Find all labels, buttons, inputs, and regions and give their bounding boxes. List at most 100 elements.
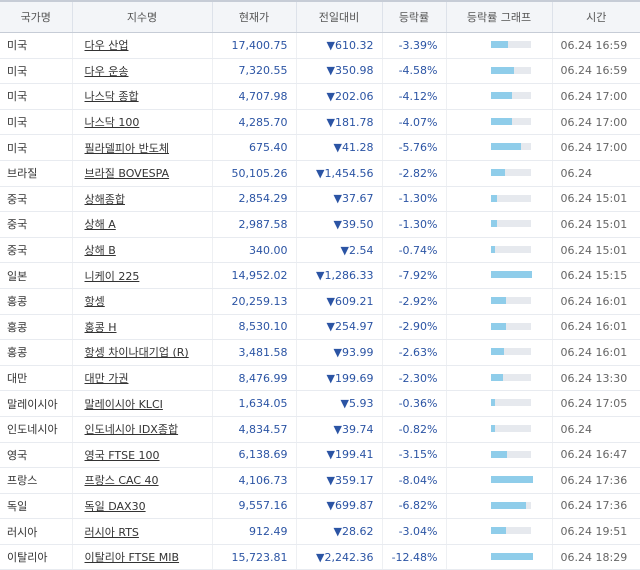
header-rate: 등락률	[382, 0, 447, 33]
time-cell: 06.24 17:00	[552, 83, 640, 110]
index-name-cell: 상해 A	[72, 211, 213, 238]
change-cell: ▼1,286.33	[296, 262, 383, 289]
table-header-row: 국가명 지수명 현재가 전일대비 등락률 등락률 그래프 시간	[0, 0, 640, 33]
price-cell: 15,723.81	[212, 544, 297, 570]
change-value: 254.97	[335, 320, 374, 334]
rate-bar	[475, 220, 531, 228]
rate-bar-fill	[490, 373, 503, 381]
price-cell: 6,138.69	[212, 441, 297, 469]
rate-bar	[475, 41, 531, 48]
index-name-link[interactable]: 나스닥 100	[84, 116, 140, 130]
down-arrow-icon: ▼	[340, 243, 349, 257]
index-name-link[interactable]: 러시아 RTS	[84, 525, 139, 539]
table-row: 미국 다우 산업 17,400.75 ▼610.32 -3.39% 06.24 16:59	[0, 32, 640, 59]
table-row: 영국 영국 FTSE 100 6,138.69 ▼199.41 -3.15% 06.24 …	[0, 441, 640, 469]
change-value: 199.41	[335, 448, 374, 462]
rate-bar-fill	[490, 143, 521, 151]
country-cell: 대만	[0, 365, 73, 392]
index-name-cell: 홍콩 H	[72, 314, 213, 341]
price-cell: 675.40	[212, 134, 297, 161]
rate-graph-cell	[446, 518, 553, 545]
time-cell: 06.24 19:51	[552, 518, 640, 545]
down-arrow-icon: ▼	[326, 499, 335, 513]
index-name-link[interactable]: 다우 운송	[84, 64, 129, 78]
change-value: 5.93	[349, 397, 374, 411]
price-cell: 912.49	[212, 518, 297, 545]
index-name-link[interactable]: 영국 FTSE 100	[84, 448, 160, 462]
header-time: 시간	[552, 0, 640, 33]
index-name-link[interactable]: 인도네시아 IDX종합	[84, 423, 179, 437]
header-country: 국가명	[0, 0, 73, 33]
time-cell: 06.24 15:01	[552, 185, 640, 213]
index-name-link[interactable]: 항셍 차이나대기업 (R)	[84, 346, 189, 360]
change-value: 609.21	[335, 294, 374, 308]
rate-bar-fill	[490, 450, 507, 458]
rate-cell: -7.92%	[382, 262, 447, 289]
header-price: 현재가	[212, 0, 297, 33]
down-arrow-icon: ▼	[333, 192, 342, 206]
index-name-link[interactable]: 대만 가권	[84, 372, 129, 386]
down-arrow-icon: ▼	[326, 448, 335, 462]
change-value: 699.87	[335, 499, 374, 513]
rate-bar	[475, 168, 531, 176]
change-value: 39.50	[342, 217, 374, 231]
index-name-link[interactable]: 말레이시아 KLCI	[84, 397, 163, 411]
index-name-link[interactable]: 상해 B	[84, 244, 116, 258]
table-row: 브라질 브라질 BOVESPA 50,105.26 ▼1,454.56 -2.82% 06…	[0, 160, 640, 187]
rate-bar	[475, 424, 531, 432]
rate-cell: -2.82%	[382, 160, 447, 187]
rate-bar	[475, 399, 531, 407]
header-rate-graph: 등락률 그래프	[446, 0, 553, 33]
table-row: 러시아 러시아 RTS 912.49 ▼28.62 -3.04% 06.24 19:51	[0, 518, 640, 545]
rate-graph-cell	[446, 58, 553, 85]
index-name-link[interactable]: 다우 산업	[84, 39, 129, 53]
change-value: 199.69	[335, 371, 374, 385]
index-name-link[interactable]: 니케이 225	[84, 269, 140, 283]
rate-bar	[475, 296, 531, 304]
rate-bar-fill	[490, 41, 509, 48]
index-name-cell: 상해종합	[72, 185, 213, 213]
index-name-link[interactable]: 상해종합	[84, 192, 125, 206]
rate-bar-fill	[490, 220, 498, 228]
down-arrow-icon: ▼	[333, 422, 342, 436]
index-name-cell: 상해 B	[72, 237, 213, 264]
index-name-link[interactable]: 브라질 BOVESPA	[84, 167, 170, 181]
table-row: 프랑스 프랑스 CAC 40 4,106.73 ▼359.17 -8.04% 06.24 …	[0, 467, 640, 494]
rate-bar	[475, 476, 533, 484]
table-row: 독일 독일 DAX30 9,557.16 ▼699.87 -6.82% 06.24 17:…	[0, 493, 640, 520]
rate-bar	[475, 66, 531, 74]
rate-bar-track	[490, 450, 531, 458]
rate-bar	[475, 501, 531, 509]
rate-graph-cell	[446, 365, 553, 392]
price-cell: 2,854.29	[212, 185, 297, 213]
time-cell: 06.24 16:01	[552, 339, 640, 366]
rate-graph-cell	[446, 467, 553, 494]
index-name-link[interactable]: 홍콩 H	[84, 320, 117, 334]
index-name-link[interactable]: 상해 A	[84, 218, 116, 232]
index-name-link[interactable]: 항셍	[84, 295, 105, 309]
price-cell: 3,481.58	[212, 339, 297, 366]
rate-bar	[475, 143, 531, 151]
rate-bar-fill	[490, 66, 515, 74]
price-cell: 9,557.16	[212, 493, 297, 520]
time-cell: 06.24 16:47	[552, 441, 640, 469]
index-name-cell: 필라델피아 반도체	[72, 134, 213, 161]
table-row: 홍콩 항셍 20,259.13 ▼609.21 -2.92% 06.24 16:01	[0, 288, 640, 315]
rate-bar-fill	[490, 552, 533, 560]
change-cell: ▼28.62	[296, 518, 383, 545]
change-value: 350.98	[335, 64, 374, 78]
change-value: 610.32	[335, 38, 374, 52]
index-name-link[interactable]: 독일 DAX30	[84, 499, 146, 513]
index-name-link[interactable]: 프랑스 CAC 40	[84, 474, 159, 488]
index-name-link[interactable]: 필라델피아 반도체	[84, 141, 169, 155]
down-arrow-icon: ▼	[316, 550, 325, 564]
rate-cell: -6.82%	[382, 493, 447, 520]
down-arrow-icon: ▼	[326, 115, 335, 129]
change-value: 1,454.56	[324, 166, 374, 180]
index-name-link[interactable]: 이탈리아 FTSE MIB	[84, 551, 180, 565]
rate-graph-cell	[446, 211, 553, 238]
index-name-link[interactable]: 나스닥 종합	[84, 90, 139, 104]
down-arrow-icon: ▼	[326, 89, 335, 103]
rate-bar-fill	[490, 271, 532, 279]
